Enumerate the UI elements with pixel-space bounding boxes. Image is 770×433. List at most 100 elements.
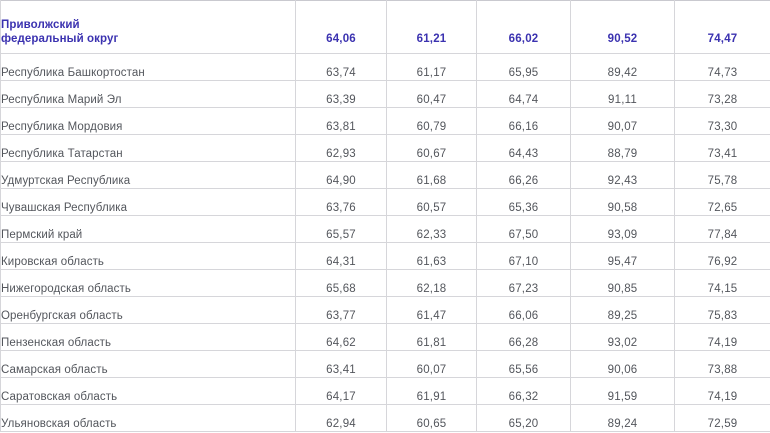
table-row[interactable]: Удмуртская Республика 64,90 61,68 66,26 …	[0, 161, 770, 189]
region-name-cell[interactable]: Пензенская область	[0, 323, 296, 351]
region-value-2[interactable]: 67,10	[476, 242, 571, 270]
table-row[interactable]: Чувашская Республика 63,76 60,57 65,36 9…	[0, 188, 770, 216]
region-name-cell[interactable]: Самарская область	[0, 350, 296, 378]
region-name-cell[interactable]: Удмуртская Республика	[0, 161, 296, 189]
region-value-4[interactable]: 77,84	[674, 215, 770, 243]
region-value-4[interactable]: 74,19	[674, 323, 770, 351]
region-value-0[interactable]: 63,81	[295, 107, 387, 135]
region-value-2[interactable]: 64,74	[476, 80, 571, 108]
region-value-4[interactable]: 72,59	[674, 404, 770, 432]
table-row[interactable]: Республика Мордовия 63,81 60,79 66,16 90…	[0, 107, 770, 135]
district-total-row[interactable]: Приволжский федеральный округ 64,06 61,2…	[0, 0, 770, 54]
district-value-4[interactable]: 74,47	[674, 0, 770, 54]
region-value-2[interactable]: 65,36	[476, 188, 571, 216]
region-value-1[interactable]: 61,68	[386, 161, 477, 189]
region-value-1[interactable]: 60,47	[386, 80, 477, 108]
table-row[interactable]: Пермский край 65,57 62,33 67,50 93,09 77…	[0, 215, 770, 243]
region-value-4[interactable]: 74,15	[674, 269, 770, 297]
region-value-4[interactable]: 72,65	[674, 188, 770, 216]
region-name-cell[interactable]: Кировская область	[0, 242, 296, 270]
region-value-2[interactable]: 65,20	[476, 404, 571, 432]
region-name-cell[interactable]: Пермский край	[0, 215, 296, 243]
region-value-0[interactable]: 63,74	[295, 53, 387, 81]
table-row[interactable]: Ульяновская область 62,94 60,65 65,20 89…	[0, 404, 770, 432]
table-row[interactable]: Кировская область 64,31 61,63 67,10 95,4…	[0, 242, 770, 270]
region-value-4[interactable]: 74,19	[674, 377, 770, 405]
region-value-2[interactable]: 67,50	[476, 215, 571, 243]
region-value-0[interactable]: 63,41	[295, 350, 387, 378]
region-value-3[interactable]: 90,06	[570, 350, 675, 378]
region-value-4[interactable]: 73,30	[674, 107, 770, 135]
region-value-2[interactable]: 66,28	[476, 323, 571, 351]
region-value-0[interactable]: 63,39	[295, 80, 387, 108]
district-value-2[interactable]: 66,02	[476, 0, 571, 54]
region-name-cell[interactable]: Республика Марий Эл	[0, 80, 296, 108]
region-value-1[interactable]: 60,67	[386, 134, 477, 162]
region-name-cell[interactable]: Нижегородская область	[0, 269, 296, 297]
region-value-3[interactable]: 91,59	[570, 377, 675, 405]
district-value-1[interactable]: 61,21	[386, 0, 477, 54]
region-value-3[interactable]: 89,24	[570, 404, 675, 432]
region-value-3[interactable]: 93,09	[570, 215, 675, 243]
region-value-1[interactable]: 61,63	[386, 242, 477, 270]
region-name-cell[interactable]: Саратовская область	[0, 377, 296, 405]
table-row[interactable]: Республика Башкортостан 63,74 61,17 65,9…	[0, 53, 770, 81]
region-value-4[interactable]: 76,92	[674, 242, 770, 270]
table-row[interactable]: Саратовская область 64,17 61,91 66,32 91…	[0, 377, 770, 405]
region-value-1[interactable]: 60,07	[386, 350, 477, 378]
region-value-1[interactable]: 60,65	[386, 404, 477, 432]
region-value-0[interactable]: 64,90	[295, 161, 387, 189]
region-value-3[interactable]: 90,85	[570, 269, 675, 297]
region-value-3[interactable]: 88,79	[570, 134, 675, 162]
region-value-2[interactable]: 66,16	[476, 107, 571, 135]
table-row[interactable]: Пензенская область 64,62 61,81 66,28 93,…	[0, 323, 770, 351]
region-value-3[interactable]: 92,43	[570, 161, 675, 189]
region-value-0[interactable]: 63,77	[295, 296, 387, 324]
region-value-1[interactable]: 60,79	[386, 107, 477, 135]
region-value-3[interactable]: 90,07	[570, 107, 675, 135]
region-value-3[interactable]: 95,47	[570, 242, 675, 270]
region-value-2[interactable]: 66,26	[476, 161, 571, 189]
region-value-0[interactable]: 62,93	[295, 134, 387, 162]
region-value-1[interactable]: 60,57	[386, 188, 477, 216]
table-row[interactable]: Республика Марий Эл 63,39 60,47 64,74 91…	[0, 80, 770, 108]
district-value-0[interactable]: 64,06	[295, 0, 387, 54]
region-value-0[interactable]: 64,17	[295, 377, 387, 405]
region-value-1[interactable]: 62,18	[386, 269, 477, 297]
region-value-1[interactable]: 61,91	[386, 377, 477, 405]
region-value-1[interactable]: 61,17	[386, 53, 477, 81]
region-name-cell[interactable]: Чувашская Республика	[0, 188, 296, 216]
region-value-0[interactable]: 64,31	[295, 242, 387, 270]
region-value-3[interactable]: 90,58	[570, 188, 675, 216]
region-value-4[interactable]: 73,41	[674, 134, 770, 162]
region-value-1[interactable]: 61,81	[386, 323, 477, 351]
table-row[interactable]: Республика Татарстан 62,93 60,67 64,43 8…	[0, 134, 770, 162]
region-value-2[interactable]: 67,23	[476, 269, 571, 297]
region-name-cell[interactable]: Оренбургская область	[0, 296, 296, 324]
region-value-3[interactable]: 91,11	[570, 80, 675, 108]
region-value-3[interactable]: 93,02	[570, 323, 675, 351]
district-value-3[interactable]: 90,52	[570, 0, 675, 54]
region-value-3[interactable]: 89,42	[570, 53, 675, 81]
region-value-4[interactable]: 73,28	[674, 80, 770, 108]
region-value-0[interactable]: 65,68	[295, 269, 387, 297]
table-row[interactable]: Оренбургская область 63,77 61,47 66,06 8…	[0, 296, 770, 324]
region-value-2[interactable]: 65,95	[476, 53, 571, 81]
region-value-3[interactable]: 89,25	[570, 296, 675, 324]
region-value-0[interactable]: 63,76	[295, 188, 387, 216]
region-value-2[interactable]: 64,43	[476, 134, 571, 162]
region-name-cell[interactable]: Республика Мордовия	[0, 107, 296, 135]
region-value-1[interactable]: 61,47	[386, 296, 477, 324]
region-value-4[interactable]: 74,73	[674, 53, 770, 81]
region-value-2[interactable]: 66,32	[476, 377, 571, 405]
region-value-4[interactable]: 75,83	[674, 296, 770, 324]
region-value-4[interactable]: 75,78	[674, 161, 770, 189]
region-value-0[interactable]: 62,94	[295, 404, 387, 432]
region-value-4[interactable]: 73,88	[674, 350, 770, 378]
region-value-1[interactable]: 62,33	[386, 215, 477, 243]
region-name-cell[interactable]: Республика Татарстан	[0, 134, 296, 162]
table-row[interactable]: Нижегородская область 65,68 62,18 67,23 …	[0, 269, 770, 297]
region-value-0[interactable]: 65,57	[295, 215, 387, 243]
region-name-cell[interactable]: Ульяновская область	[0, 404, 296, 432]
region-value-2[interactable]: 66,06	[476, 296, 571, 324]
